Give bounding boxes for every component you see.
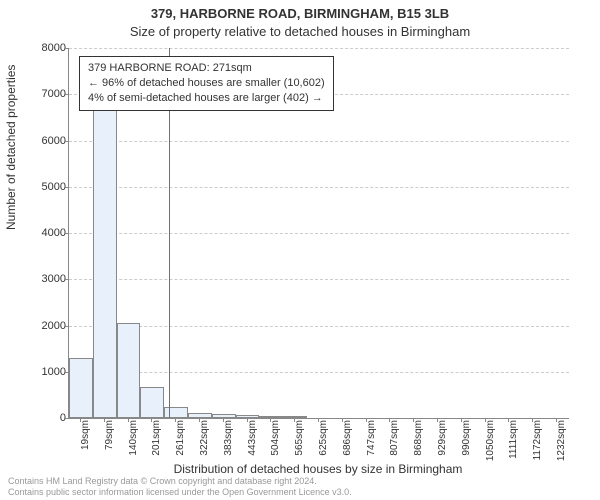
histogram-bar: [69, 358, 93, 418]
x-tick-label: 625sqm: [318, 420, 329, 470]
y-tick-mark: [64, 326, 68, 327]
gridline: [69, 372, 569, 373]
footer-line-1: Contains HM Land Registry data © Crown c…: [8, 476, 352, 487]
x-tick-label: 443sqm: [247, 420, 258, 470]
x-tick-label: 504sqm: [270, 420, 281, 470]
y-tick-mark: [64, 372, 68, 373]
x-tick-label: 383sqm: [223, 420, 234, 470]
y-tick-label: 8000: [26, 42, 66, 54]
gridline: [69, 233, 569, 234]
x-tick-label: 929sqm: [437, 420, 448, 470]
annotation-line-1: 379 HARBORNE ROAD: 271sqm: [88, 61, 325, 76]
y-tick-mark: [64, 233, 68, 234]
annotation-line-2: ← 96% of detached houses are smaller (10…: [88, 76, 325, 91]
x-tick-label: 1232sqm: [556, 420, 567, 470]
x-tick-label: 1111sqm: [508, 420, 519, 470]
chart-title-sub: Size of property relative to detached ho…: [0, 24, 600, 39]
x-tick-label: 807sqm: [389, 420, 400, 470]
x-tick-label: 1050sqm: [485, 420, 496, 470]
y-tick-label: 4000: [26, 227, 66, 239]
annotation-box: 379 HARBORNE ROAD: 271sqm ← 96% of detac…: [79, 56, 334, 111]
x-tick-label: 747sqm: [366, 420, 377, 470]
x-tick-label: 19sqm: [80, 420, 91, 470]
x-tick-label: 79sqm: [104, 420, 115, 470]
y-tick-mark: [64, 141, 68, 142]
x-tick-label: 990sqm: [461, 420, 472, 470]
y-tick-label: 7000: [26, 88, 66, 100]
gridline: [69, 141, 569, 142]
y-tick-label: 1000: [26, 366, 66, 378]
gridline: [69, 48, 569, 49]
gridline: [69, 187, 569, 188]
x-tick-label: 1172sqm: [532, 420, 543, 470]
y-tick-mark: [64, 48, 68, 49]
annotation-line-3: 4% of semi-detached houses are larger (4…: [88, 91, 325, 106]
y-tick-label: 3000: [26, 273, 66, 285]
chart-title-main: 379, HARBORNE ROAD, BIRMINGHAM, B15 3LB: [0, 6, 600, 21]
y-tick-label: 0: [26, 412, 66, 424]
y-tick-mark: [64, 187, 68, 188]
y-tick-label: 2000: [26, 320, 66, 332]
footer-line-2: Contains public sector information licen…: [8, 487, 352, 498]
x-tick-label: 140sqm: [128, 420, 139, 470]
histogram-bar: [140, 387, 164, 418]
x-tick-label: 868sqm: [413, 420, 424, 470]
histogram-bar: [188, 413, 212, 418]
gridline: [69, 326, 569, 327]
y-tick-label: 6000: [26, 135, 66, 147]
footer-attribution: Contains HM Land Registry data © Crown c…: [8, 476, 352, 498]
y-axis-label: Number of detached properties: [4, 65, 18, 230]
x-tick-label: 261sqm: [175, 420, 186, 470]
x-tick-label: 565sqm: [294, 420, 305, 470]
histogram-bar: [117, 323, 141, 418]
y-tick-mark: [64, 279, 68, 280]
chart-container: 379, HARBORNE ROAD, BIRMINGHAM, B15 3LB …: [0, 0, 600, 500]
gridline: [69, 279, 569, 280]
y-tick-label: 5000: [26, 181, 66, 193]
histogram-bar: [93, 104, 117, 419]
y-tick-mark: [64, 418, 68, 419]
y-tick-mark: [64, 94, 68, 95]
x-tick-label: 686sqm: [342, 420, 353, 470]
plot-area: 379 HARBORNE ROAD: 271sqm ← 96% of detac…: [68, 48, 569, 419]
x-tick-label: 322sqm: [199, 420, 210, 470]
x-tick-label: 201sqm: [151, 420, 162, 470]
